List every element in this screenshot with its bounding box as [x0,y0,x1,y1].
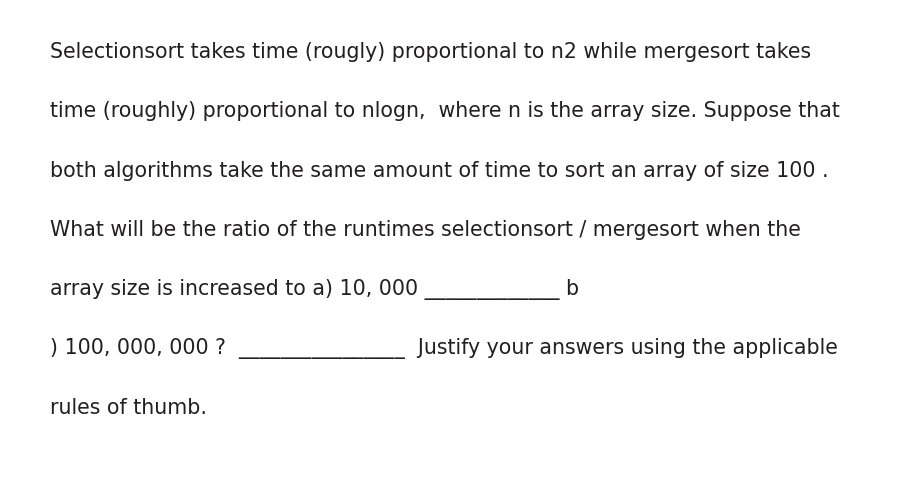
Text: ) 100, 000, 000 ?  ________________  Justify your answers using the applicable: ) 100, 000, 000 ? ________________ Justi… [50,339,838,359]
Text: rules of thumb.: rules of thumb. [50,398,207,418]
Text: array size is increased to a) 10, 000 _____________ b: array size is increased to a) 10, 000 __… [50,279,579,300]
Text: both algorithms take the same amount of time to sort an array of size 100 .: both algorithms take the same amount of … [50,161,829,181]
Text: time (roughly) proportional to nlogn,  where n is the array size. Suppose that: time (roughly) proportional to nlogn, wh… [50,101,840,121]
Text: Selectionsort takes time (rougly) proportional to n2 while mergesort takes: Selectionsort takes time (rougly) propor… [50,42,811,62]
Text: What will be the ratio of the runtimes selectionsort / mergesort when the: What will be the ratio of the runtimes s… [50,220,801,240]
